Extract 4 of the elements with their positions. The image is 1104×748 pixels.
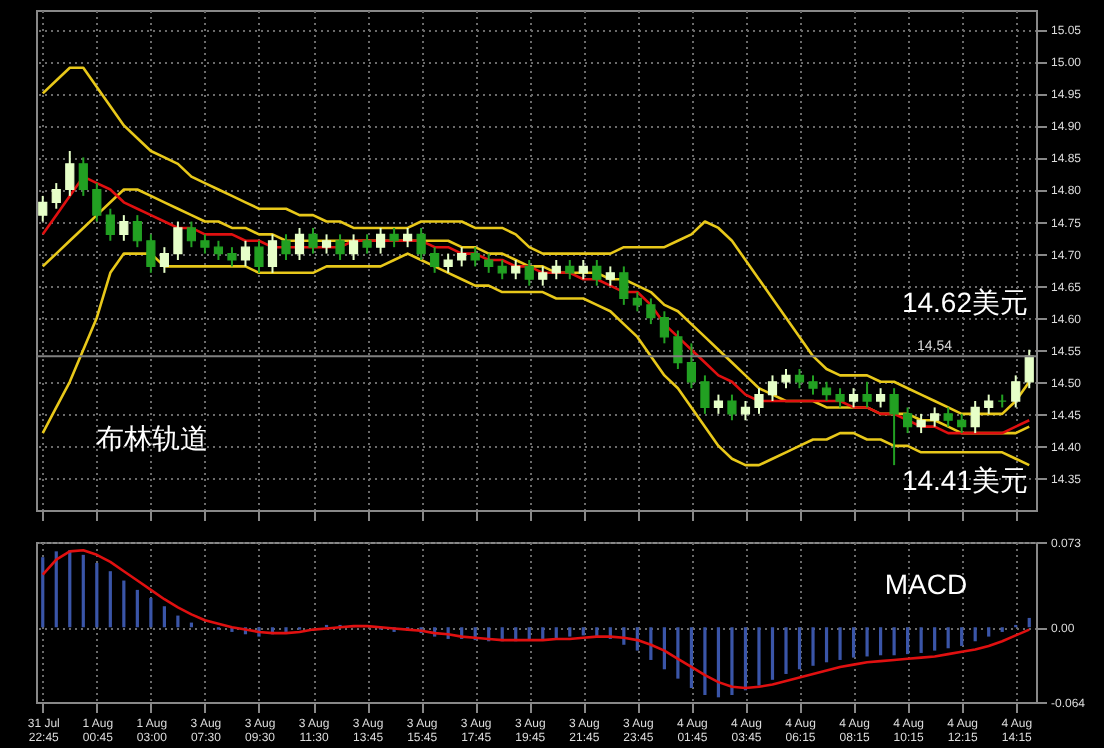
- annotation: 14.62美元: [901, 286, 1028, 318]
- annotation: MACD: [884, 568, 968, 600]
- annotation: 14.41美元: [901, 464, 1028, 496]
- annotation: 布林轨道: [96, 422, 208, 454]
